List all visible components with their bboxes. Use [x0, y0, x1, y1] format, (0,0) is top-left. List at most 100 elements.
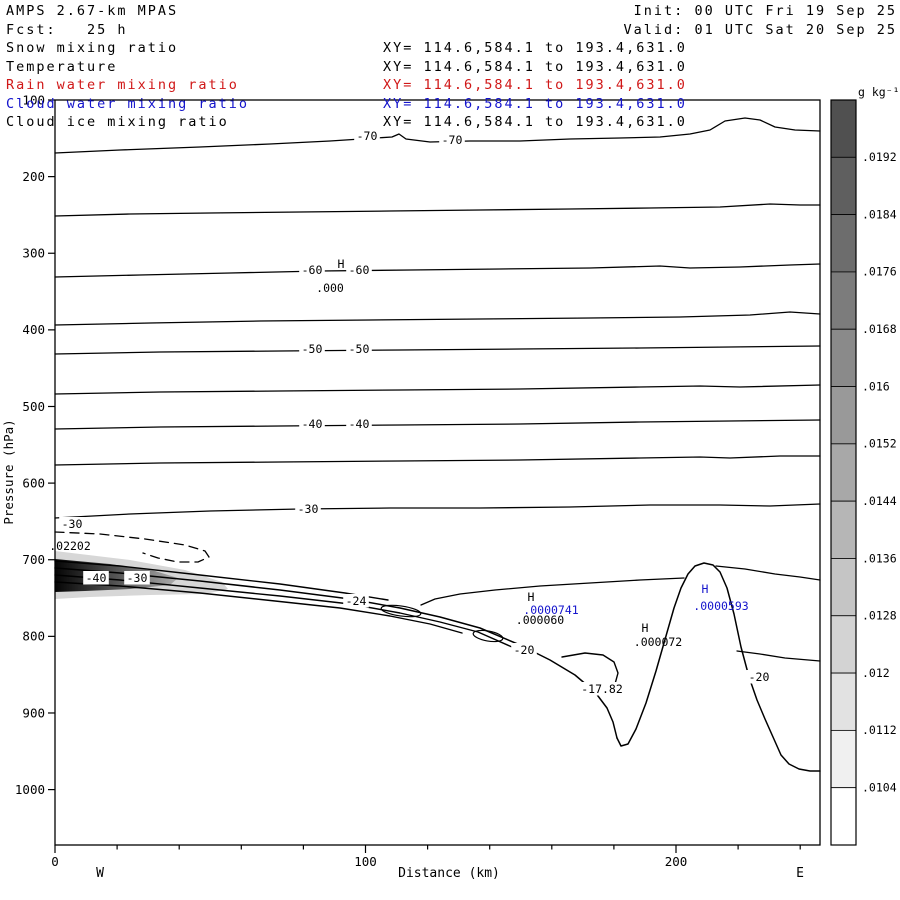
colorbar-segment: [830, 156, 857, 216]
label-mask: [346, 417, 372, 431]
contour-label: -24: [346, 594, 367, 608]
contour-label: H: [702, 582, 709, 596]
label-mask: [295, 502, 321, 516]
label-mask: [124, 571, 150, 585]
contour-label: .000: [316, 281, 344, 295]
contour-label: .000060: [516, 613, 565, 627]
label-mask: [746, 670, 772, 684]
colorbar-segment: [830, 787, 857, 846]
colorbar-units-label: g kg⁻¹: [858, 85, 900, 99]
colorbar-segment: [830, 214, 857, 273]
y-axis: 100 200 300 400 500 600 700 800 900 1000: [15, 92, 55, 797]
label-mask: [343, 594, 369, 608]
contour-line-snow-02202: [54, 531, 210, 563]
contour-label: -70: [442, 133, 463, 147]
contour-label: -70: [357, 129, 378, 143]
axis-titles: Distance (km) W E Pressure (hPa): [1, 419, 804, 881]
contour-label: -30: [298, 502, 319, 516]
contour-label: -30: [62, 517, 83, 531]
contour-line--45: [54, 384, 821, 395]
y-tick-label: 300: [22, 246, 45, 261]
label-mask: [439, 133, 465, 147]
colorbar-segment: [830, 443, 857, 502]
y-tick-label: 200: [22, 169, 45, 184]
label-mask: [299, 342, 325, 356]
label-mask: [346, 263, 372, 277]
contour-line--20-right: [736, 650, 821, 662]
contour-label: -30: [127, 571, 148, 585]
contour-label: H: [642, 621, 649, 635]
contour-line--60: [54, 263, 821, 278]
colorbar-segment: [830, 729, 857, 789]
contour-label: -20: [749, 670, 770, 684]
contour-label: -60: [349, 263, 370, 277]
colorbar-tick-label: .0152: [862, 437, 897, 451]
label-mask: [59, 517, 85, 531]
contour-line-terrain-ridge: [616, 562, 821, 772]
colorbar-tick-label: .0136: [862, 551, 897, 565]
contour-label: -40: [86, 571, 107, 585]
label-mask: [299, 417, 325, 431]
temperature-contours: [54, 117, 821, 772]
west-end-label: W: [96, 866, 104, 881]
y-tick-label: 900: [22, 705, 45, 720]
contour-line--30-upper: [54, 503, 821, 519]
colorbar-tick-label: .012: [862, 666, 890, 680]
colorbar-segment: [830, 386, 857, 445]
contour-loop-0: [380, 604, 422, 618]
contour-line--50: [54, 345, 821, 355]
contour-line-bundle-1: [54, 567, 618, 739]
contour-loop-1: [472, 629, 504, 643]
colorbar-tick-label: .016: [862, 379, 890, 393]
y-tick-label: 500: [22, 399, 45, 414]
contour-line-peak-right: [715, 565, 821, 581]
colorbar-tick-label: .0144: [862, 494, 897, 508]
contour-line-peak-left: [420, 577, 685, 606]
colorbar-tick-label: .0112: [862, 723, 897, 737]
plot-frame: [54, 99, 821, 846]
y-tick-label: 100: [22, 92, 45, 107]
colorbar-tick-label: .0176: [862, 265, 897, 279]
contour-label: -60: [302, 263, 323, 277]
contour-label: H: [528, 590, 535, 604]
label-mask: [511, 643, 537, 657]
colorbar-segment: [830, 99, 857, 158]
colorbar-tick-label: .0128: [862, 609, 897, 623]
contour-label: -50: [302, 342, 323, 356]
x-tick-label: 100: [354, 854, 377, 869]
label-mask: [354, 129, 380, 143]
contour-label: H: [338, 257, 345, 271]
contour-labels: -70 -70 H -60 -60 .000 -50 -50 -40 -40 -30 -30 .0220…: [49, 129, 772, 696]
y-tick-label: 1000: [15, 782, 45, 797]
contour-line--65: [54, 203, 821, 217]
y-axis-title: Pressure (hPa): [1, 419, 16, 524]
y-tick-label: 700: [22, 552, 45, 567]
contour-label: -20: [514, 643, 535, 657]
contour-line-bundle-3: [54, 581, 463, 634]
contour-label: .0000593: [693, 599, 748, 613]
plot-border: [54, 99, 821, 846]
contour-label: .000072: [634, 635, 682, 649]
contour-line--40: [54, 419, 821, 430]
colorbar-tick-label: .0184: [862, 207, 897, 221]
contour-label: -50: [349, 342, 370, 356]
contour-label: -17.82: [581, 682, 623, 696]
x-axis-title: Distance (km): [398, 866, 500, 881]
colorbar-border: [830, 99, 857, 846]
x-axis: 0 100 200: [51, 845, 801, 869]
colorbar-segment: [830, 558, 857, 617]
colorbar-segment: [830, 615, 857, 674]
y-tick-label: 600: [22, 475, 45, 490]
colorbar-segment: [830, 271, 857, 330]
colorbar-segment: [830, 328, 857, 387]
contour-line--55: [54, 311, 821, 326]
contour-label: -40: [302, 417, 323, 431]
contour-label: -40: [349, 417, 370, 431]
colorbar-tick-label: .0104: [862, 780, 897, 794]
colorbar-tick-label: .0168: [862, 322, 897, 336]
colorbar: .0192 .0184 .0176 .0168 .016 .0152 .0144 .0136.…: [830, 85, 900, 846]
contour-line--70: [54, 117, 821, 154]
label-mask: [346, 342, 372, 356]
label-mask: [578, 682, 626, 696]
